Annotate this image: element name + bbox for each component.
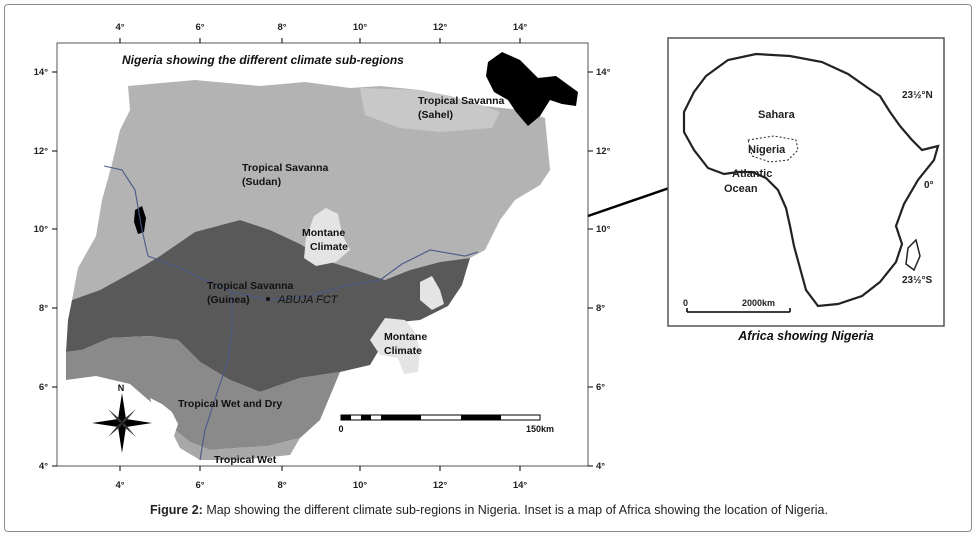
label-wet-dry: Tropical Wet and Dry <box>178 398 282 410</box>
left-tick-2: 10° <box>34 224 49 235</box>
inset-frame <box>667 37 945 327</box>
right-tick-2: 10° <box>596 224 611 235</box>
figure-caption-label: Figure 2: <box>150 503 203 517</box>
bottom-tick-3: 10° <box>353 480 368 491</box>
africa-outline <box>682 52 940 308</box>
inset-nigeria-outline <box>747 135 799 163</box>
top-tick-0: 4° <box>115 22 124 33</box>
bottom-tick-5: 14° <box>513 480 528 491</box>
bottom-tick-1: 6° <box>195 480 204 491</box>
right-tick-0: 14° <box>596 67 611 78</box>
inset-label-nigeria: Nigeria <box>748 144 786 156</box>
region-montane-north <box>304 208 350 266</box>
scale-bar <box>340 414 541 421</box>
inset-caption: Africa showing Nigeria <box>738 329 874 343</box>
label-guinea-2: (Guinea) <box>207 294 250 306</box>
abuja-marker <box>266 297 270 301</box>
top-tick-4: 12° <box>433 22 448 33</box>
bottom-tick-0: 4° <box>115 480 124 491</box>
scale-end-label: 150km <box>526 424 554 434</box>
inset-scale-end: 2000km <box>742 298 775 308</box>
top-tick-2: 8° <box>277 22 286 33</box>
frame-ticks <box>52 38 593 471</box>
inset-labels: Sahara Nigeria Atlantic Ocean 23½°N 0° 2… <box>683 90 934 308</box>
label-guinea-1: Tropical Savanna <box>207 280 294 292</box>
region-wet-dry <box>66 336 340 450</box>
compass-n-label: N <box>118 383 125 393</box>
main-map-title: Nigeria showing the different climate su… <box>122 53 404 67</box>
right-tick-5: 4° <box>596 461 605 472</box>
label-sudan-2: (Sudan) <box>242 176 281 188</box>
inset-label-atlantic-2: Ocean <box>724 183 758 195</box>
right-tick-4: 6° <box>596 382 605 393</box>
label-montane-east-2: Climate <box>384 345 422 357</box>
bottom-tick-2: 8° <box>277 480 286 491</box>
region-wet <box>160 410 300 460</box>
label-montane-east-1: Montane <box>384 331 427 343</box>
top-tick-1: 6° <box>195 22 204 33</box>
figure-caption: Figure 2: Map showing the different clim… <box>0 503 978 517</box>
top-tick-3: 10° <box>353 22 368 33</box>
label-montane-north-1: Montane <box>302 227 345 239</box>
label-abuja: ABUJA FCT <box>277 294 339 306</box>
inset-label-equator: 0° <box>924 180 934 191</box>
coast-inlet <box>150 398 180 448</box>
right-tick-3: 8° <box>596 303 605 314</box>
label-sahel-2: (Sahel) <box>418 109 453 121</box>
left-tick-1: 12° <box>34 146 49 157</box>
region-labels: Tropical Savanna (Sahel) Tropical Savann… <box>178 95 505 466</box>
inset-label-tropic-n: 23½°N <box>902 90 933 101</box>
inset-scale-bar <box>686 308 791 313</box>
region-sahel <box>360 88 500 132</box>
left-tick-5: 4° <box>39 461 48 472</box>
river-benue <box>231 249 479 301</box>
inset-scale-start: 0 <box>683 298 688 308</box>
tick-labels: 4° 6° 8° 10° 12° 14° 4° 6° 8° 10° 12° 14… <box>34 22 611 491</box>
label-sudan-1: Tropical Savanna <box>242 162 329 174</box>
label-wet: Tropical Wet <box>214 454 277 466</box>
lake-chad-blob <box>486 52 578 126</box>
region-montane-east <box>370 318 420 374</box>
inset-label-atlantic-1: Atlantic <box>732 168 772 180</box>
left-tick-0: 14° <box>34 67 49 78</box>
compass-rose <box>92 393 152 453</box>
label-sahel-1: Tropical Savanna <box>418 95 505 107</box>
inset-label-sahara: Sahara <box>758 109 796 121</box>
bottom-tick-4: 12° <box>433 480 448 491</box>
left-tick-3: 8° <box>39 303 48 314</box>
right-tick-1: 12° <box>596 146 611 157</box>
madagascar-outline <box>905 238 921 272</box>
label-montane-north-2: Climate <box>310 241 348 253</box>
region-sudan-sahel <box>72 80 550 300</box>
river-niger <box>103 165 233 461</box>
figure-caption-text: Map showing the different climate sub-re… <box>202 503 828 517</box>
scale-start-label: 0 <box>338 424 343 434</box>
top-tick-5: 14° <box>513 22 528 33</box>
region-montane-patch <box>420 276 444 310</box>
left-tick-4: 6° <box>39 382 48 393</box>
inset-label-tropic-s: 23½°S <box>902 275 932 286</box>
